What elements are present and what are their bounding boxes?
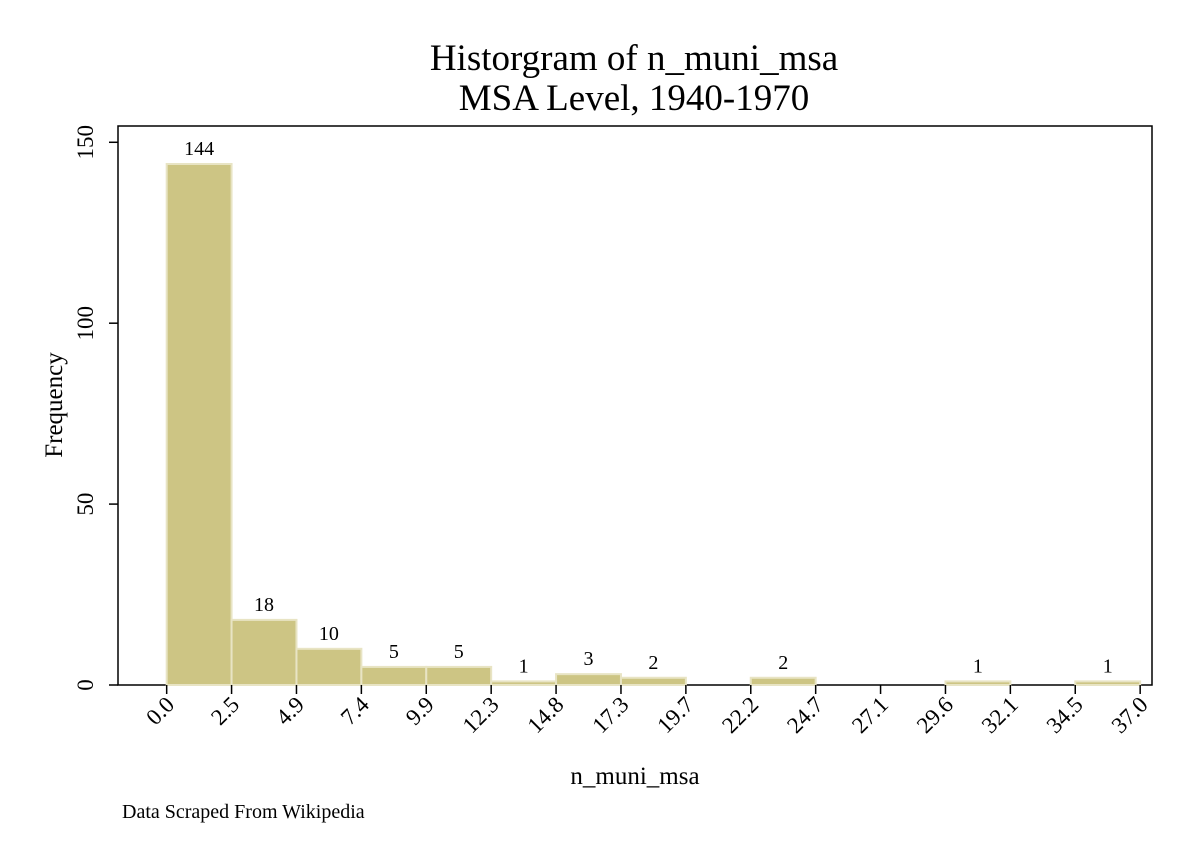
y-tick-label: 50 [73,493,98,516]
x-tick-label: 27.1 [847,692,893,738]
bar-labels-group: 144 18 10 5 5 1 3 2 2 1 1 [184,138,1113,677]
x-tick-label: 32.1 [977,692,1023,738]
histogram-bar [425,665,493,686]
histogram-bar [555,673,622,686]
x-tick-label: 14.8 [522,692,568,738]
bar-value-label: 1 [973,655,983,677]
x-tick-label: 29.6 [912,692,958,738]
y-axis-label: Frequency [41,352,68,458]
plot-area [117,125,1153,686]
x-tick-label: 4.9 [271,692,309,730]
x-tick-label: 7.4 [336,692,374,730]
bar-value-label: 144 [184,138,214,160]
y-tick-label: 0 [73,679,98,691]
x-axis-label: n_muni_msa [570,763,699,790]
histogram-bar [295,647,363,687]
histogram-bar [165,162,233,686]
x-tick-label: 0.0 [141,692,179,730]
histogram-bar [944,680,1012,687]
bar-value-label: 18 [254,594,274,616]
y-tick-label: 150 [73,125,98,160]
bar-value-label: 2 [778,652,788,674]
chart-subtitle: MSA Level, 1940-1970 [459,78,809,119]
bar-value-label: 1 [519,655,529,677]
histogram-bar [490,680,558,687]
histogram-bar [360,665,428,686]
bars-group [165,162,1142,687]
x-tick-label: 19.7 [652,692,698,738]
histogram-bar [619,676,687,686]
bar-value-label: 5 [454,641,464,663]
bar-value-label: 2 [648,652,658,674]
x-axis: 0.0 2.5 4.9 7.4 9.9 12.3 14.8 17.3 19.7 22.2 24.7 2… [141,685,1153,738]
chart-title: Historgram of n_muni_msa [430,38,838,79]
x-tick-label: 24.7 [782,692,828,738]
histogram-bar [230,618,298,686]
x-tick-label: 12.3 [458,692,504,738]
histogram-bar [1074,680,1142,687]
bar-value-label: 3 [584,648,594,670]
x-tick-label: 22.2 [717,692,763,738]
y-tick-label: 100 [73,306,98,341]
x-tick-label: 17.3 [587,692,633,738]
histogram-bar [749,676,817,686]
source-note: Data Scraped From Wikipedia [122,801,365,823]
x-tick-label: 37.0 [1107,692,1153,738]
bar-value-label: 1 [1103,655,1113,677]
bar-value-label: 5 [389,641,399,663]
x-tick-label: 2.5 [206,692,244,730]
y-axis: 0 50 100 150 [73,125,118,691]
bar-value-label: 10 [319,623,339,645]
x-tick-label: 34.5 [1042,692,1088,738]
x-tick-label: 9.9 [401,692,439,730]
